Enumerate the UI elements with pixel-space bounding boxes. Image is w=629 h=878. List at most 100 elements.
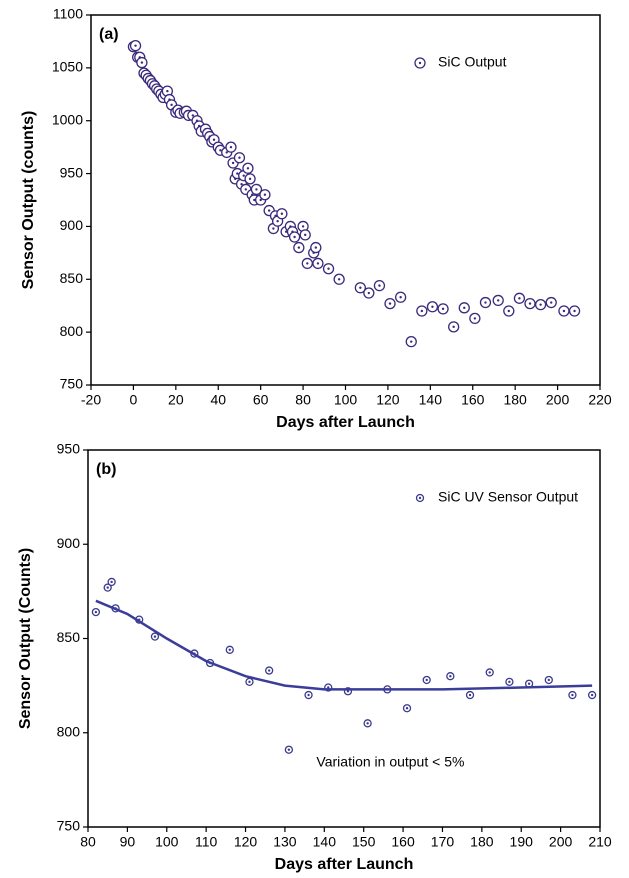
marker-dot bbox=[242, 174, 245, 177]
data-point bbox=[322, 263, 335, 275]
marker-dot bbox=[263, 193, 267, 196]
x-axis-label: Days after Launch bbox=[275, 856, 414, 873]
marker-dot bbox=[410, 340, 413, 343]
y-tick-label: 1100 bbox=[53, 6, 83, 22]
marker-dot bbox=[191, 114, 194, 117]
data-point bbox=[446, 672, 455, 681]
data-point bbox=[373, 279, 386, 292]
data-point bbox=[91, 607, 101, 617]
data-point bbox=[503, 305, 515, 317]
marker-dot bbox=[366, 722, 369, 725]
data-point bbox=[405, 336, 417, 348]
x-tick-label: 180 bbox=[470, 834, 494, 850]
marker-dot bbox=[110, 580, 113, 584]
marker-dot bbox=[272, 227, 275, 230]
data-point bbox=[129, 40, 142, 52]
marker-dot bbox=[255, 188, 258, 191]
marker-dot bbox=[236, 172, 239, 175]
x-tick-label: 200 bbox=[549, 834, 573, 850]
y-tick-label: 750 bbox=[57, 818, 81, 834]
data-point bbox=[384, 297, 396, 310]
data-point bbox=[259, 189, 271, 201]
x-tick-label: 130 bbox=[273, 834, 297, 850]
marker-dot bbox=[528, 302, 532, 305]
marker-dot bbox=[276, 219, 279, 223]
marker-dot bbox=[166, 89, 169, 93]
fit-line bbox=[95, 599, 593, 691]
data-point bbox=[333, 273, 345, 285]
marker-dot bbox=[228, 648, 231, 652]
marker-dot bbox=[246, 167, 250, 170]
marker-dot bbox=[518, 297, 521, 300]
data-point bbox=[485, 668, 494, 677]
marker-dot bbox=[420, 309, 424, 313]
data-point bbox=[225, 141, 237, 153]
marker-dot bbox=[219, 149, 222, 152]
marker-dot bbox=[327, 686, 330, 689]
x-tick-label: 60 bbox=[253, 392, 269, 408]
data-point bbox=[402, 704, 412, 713]
x-tick-label: 170 bbox=[431, 834, 455, 850]
y-tick-label: 850 bbox=[60, 270, 84, 286]
x-tick-label: 190 bbox=[510, 834, 534, 850]
y-tick-label: 900 bbox=[57, 535, 81, 551]
marker-dot bbox=[297, 246, 301, 249]
y-tick-label: 950 bbox=[60, 164, 84, 180]
x-axis-label: Days after Launch bbox=[276, 414, 415, 431]
marker-dot bbox=[304, 233, 307, 237]
data-point bbox=[465, 690, 475, 700]
data-point bbox=[587, 690, 597, 700]
annotation: Variation in output < 5% bbox=[316, 754, 464, 770]
marker-dot bbox=[337, 278, 341, 281]
legend-label: SiC UV Sensor Output bbox=[438, 489, 578, 505]
data-point bbox=[568, 690, 577, 700]
marker-dot bbox=[473, 317, 477, 320]
plot-frame bbox=[90, 14, 601, 386]
marker-dot bbox=[140, 61, 144, 64]
marker-dot bbox=[527, 682, 531, 685]
data-point bbox=[265, 666, 274, 675]
marker-dot bbox=[346, 690, 350, 693]
marker-dot bbox=[248, 680, 251, 684]
marker-dot bbox=[488, 671, 491, 674]
data-point bbox=[363, 719, 372, 728]
data-point bbox=[524, 297, 536, 310]
marker-dot bbox=[284, 230, 288, 233]
marker-dot bbox=[550, 301, 553, 304]
marker-dot bbox=[170, 103, 173, 107]
x-tick-label: 80 bbox=[295, 392, 311, 408]
marker-dot bbox=[267, 209, 271, 212]
marker-dot bbox=[316, 262, 320, 265]
data-point bbox=[310, 241, 322, 254]
y-tick-label: 800 bbox=[60, 323, 84, 339]
data-point bbox=[297, 220, 309, 233]
data-point bbox=[426, 301, 439, 313]
data-point bbox=[545, 296, 557, 309]
marker-dot bbox=[287, 748, 291, 751]
x-tick-label: 140 bbox=[313, 834, 337, 850]
data-point bbox=[416, 305, 428, 317]
data-point bbox=[312, 257, 324, 270]
data-point bbox=[245, 677, 254, 687]
marker-dot bbox=[253, 198, 256, 202]
marker-dot bbox=[231, 161, 235, 165]
data-point bbox=[150, 632, 160, 641]
data-point bbox=[225, 645, 234, 654]
x-tick-label: 110 bbox=[195, 834, 218, 850]
x-tick-label: 40 bbox=[210, 392, 226, 408]
x-tick-label: 200 bbox=[546, 392, 570, 408]
marker-dot bbox=[229, 145, 233, 149]
data-point bbox=[422, 675, 431, 685]
x-tick-label: 140 bbox=[419, 392, 443, 408]
y-tick-label: 950 bbox=[57, 441, 81, 457]
marker-dot bbox=[280, 212, 284, 215]
marker-dot bbox=[359, 286, 362, 289]
x-tick-label: 160 bbox=[461, 392, 485, 408]
marker-dot bbox=[378, 284, 381, 287]
data-point bbox=[299, 229, 311, 241]
marker-dot bbox=[539, 303, 542, 306]
marker-dot bbox=[106, 586, 109, 589]
panel-label: (a) bbox=[99, 26, 119, 43]
x-tick-label: 100 bbox=[155, 834, 179, 850]
